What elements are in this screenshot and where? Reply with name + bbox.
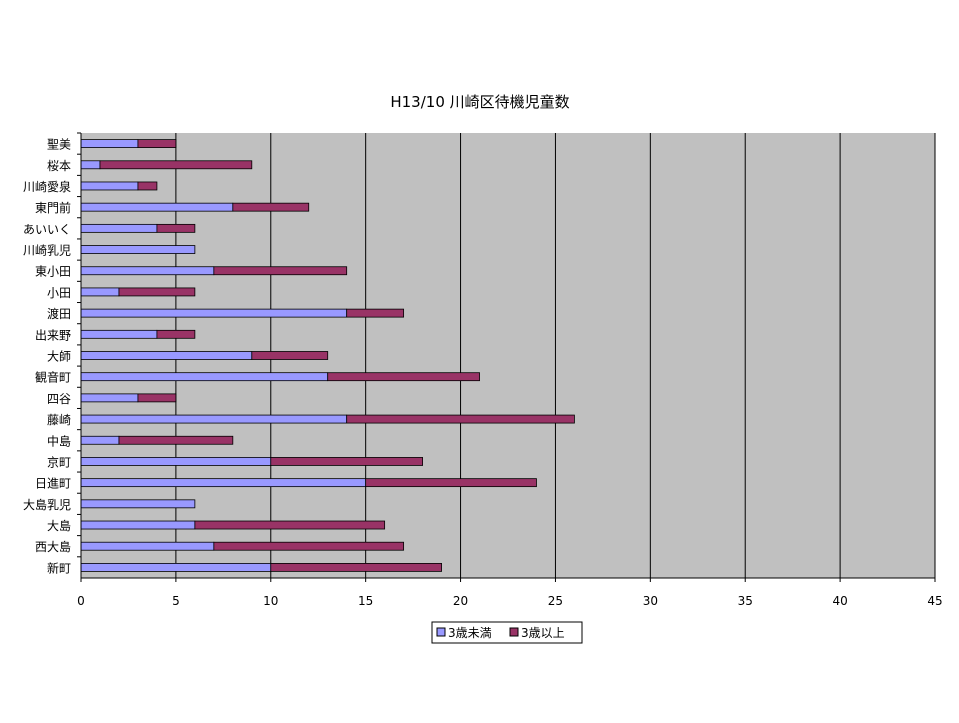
bar-under3 (80, 245, 196, 254)
bar-under3 (80, 287, 120, 297)
bar-over3 (270, 563, 442, 572)
bar-over3 (327, 372, 480, 382)
y-tick-label: 川崎愛泉 (23, 180, 71, 194)
y-tick-label: 西大島 (35, 539, 71, 554)
legend: 3歳未満 3歳以上 (431, 621, 583, 644)
bar-under3 (80, 139, 139, 148)
x-tick-label: 5 (172, 594, 180, 608)
bar-under3 (80, 457, 272, 466)
y-tick-label: 中島 (47, 433, 71, 448)
bar-under3 (80, 202, 234, 212)
bar-over3 (365, 478, 537, 488)
legend-label-over3: 3歳以上 (521, 626, 565, 640)
bar-under3 (80, 372, 329, 382)
legend-swatch-over3 (509, 627, 519, 637)
bar-over3 (346, 414, 575, 424)
y-tick-label: 京町 (47, 455, 71, 469)
y-tick-label: 渡田 (47, 306, 71, 321)
x-tick-label: 35 (738, 594, 753, 608)
y-tick-label: 出来野 (35, 328, 71, 342)
bar-under3 (80, 414, 348, 424)
bar-over3 (213, 541, 405, 551)
bar-over3 (232, 202, 310, 212)
y-tick-label: 新町 (47, 560, 71, 575)
x-tick-label: 40 (832, 594, 847, 608)
y-tick-label: 四谷 (47, 392, 71, 406)
y-tick-label: 大島 (47, 518, 71, 533)
bar-over3 (194, 520, 386, 530)
bar-under3 (80, 499, 196, 509)
y-tick-label: 大島乳児 (23, 497, 71, 512)
bar-over3 (118, 287, 196, 297)
chart-title: H13/10 川崎区待機児童数 (390, 93, 569, 111)
bar-over3 (137, 393, 177, 403)
y-tick-label: 大師 (47, 350, 71, 364)
x-tick-label: 0 (77, 594, 85, 608)
bar-under3 (80, 393, 139, 403)
bar-over3 (270, 457, 423, 466)
bar-under3 (80, 266, 215, 276)
bar-under3 (80, 435, 120, 445)
bar-under3 (80, 478, 367, 488)
bar-under3 (80, 308, 348, 318)
bar-over3 (99, 160, 253, 170)
bar-under3 (80, 541, 215, 551)
bar-under3 (80, 563, 272, 572)
bar-over3 (213, 266, 348, 276)
bar-under3 (80, 520, 196, 530)
y-tick-label: 藤崎 (47, 413, 71, 427)
x-tick-label: 15 (358, 594, 373, 608)
bar-under3 (80, 181, 139, 191)
legend-swatch-under3 (436, 627, 446, 637)
y-tick-label: 聖美 (47, 138, 71, 152)
bar-over3 (251, 351, 329, 360)
y-tick-label: 小田 (47, 286, 71, 300)
x-tick-label: 25 (548, 594, 563, 608)
y-tick-label: 東門前 (35, 200, 71, 215)
bar-under3 (80, 160, 101, 170)
y-tick-label: 桜本 (47, 159, 71, 173)
bar-under3 (80, 223, 158, 233)
bar-over3 (156, 223, 196, 233)
bar-under3 (80, 351, 253, 360)
x-tick-label: 45 (927, 594, 942, 608)
y-tick-label: あいいく (23, 222, 71, 236)
bar-over3 (346, 308, 405, 318)
y-tick-label: 東小田 (35, 265, 71, 279)
bar-over3 (118, 435, 234, 445)
bar-over3 (137, 181, 158, 191)
x-tick-label: 10 (263, 594, 278, 608)
bar-over3 (137, 139, 177, 148)
x-tick-label: 20 (453, 594, 468, 608)
bar-over3 (156, 329, 196, 339)
y-tick-label: 観音町 (35, 370, 71, 385)
y-tick-label: 日進町 (35, 477, 71, 491)
y-tick-label: 川崎乳児 (23, 244, 71, 258)
x-tick-label: 30 (643, 594, 658, 608)
legend-label-under3: 3歳未満 (448, 626, 492, 640)
bar-under3 (80, 329, 158, 339)
